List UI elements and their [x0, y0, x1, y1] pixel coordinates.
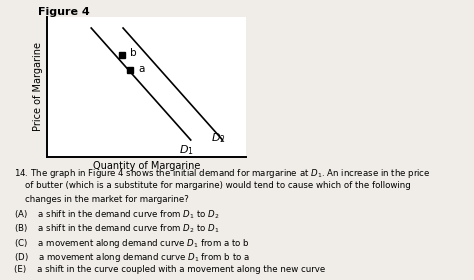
Text: $D_2$: $D_2$ [210, 132, 225, 145]
Text: (C)    a movement along demand curve $D_1$ from a to b: (C) a movement along demand curve $D_1$ … [14, 237, 250, 249]
Text: (E)    a shift in the curve coupled with a movement along the new curve: (E) a shift in the curve coupled with a … [14, 265, 326, 274]
Text: (D)    a movement along demand curve $D_1$ from b to a: (D) a movement along demand curve $D_1$ … [14, 251, 250, 263]
Text: $D_1$: $D_1$ [179, 143, 193, 157]
Text: a: a [138, 64, 145, 74]
Text: b: b [130, 48, 137, 58]
Text: changes in the market for margarine?: changes in the market for margarine? [14, 195, 189, 204]
Text: of butter (which is a substitute for margarine) would tend to cause which of the: of butter (which is a substitute for mar… [14, 181, 411, 190]
Y-axis label: Price of Margarine: Price of Margarine [33, 42, 43, 131]
Text: 14. The graph in Figure 4 shows the initial demand for margarine at $D_1$. An in: 14. The graph in Figure 4 shows the init… [14, 167, 431, 179]
Text: Figure 4: Figure 4 [38, 7, 90, 17]
Text: (A)    a shift in the demand curve from $D_1$ to $D_2$: (A) a shift in the demand curve from $D_… [14, 209, 220, 221]
X-axis label: Quantity of Margarine: Quantity of Margarine [93, 161, 201, 171]
Text: (B)    a shift in the demand curve from $D_2$ to $D_1$: (B) a shift in the demand curve from $D_… [14, 223, 220, 235]
